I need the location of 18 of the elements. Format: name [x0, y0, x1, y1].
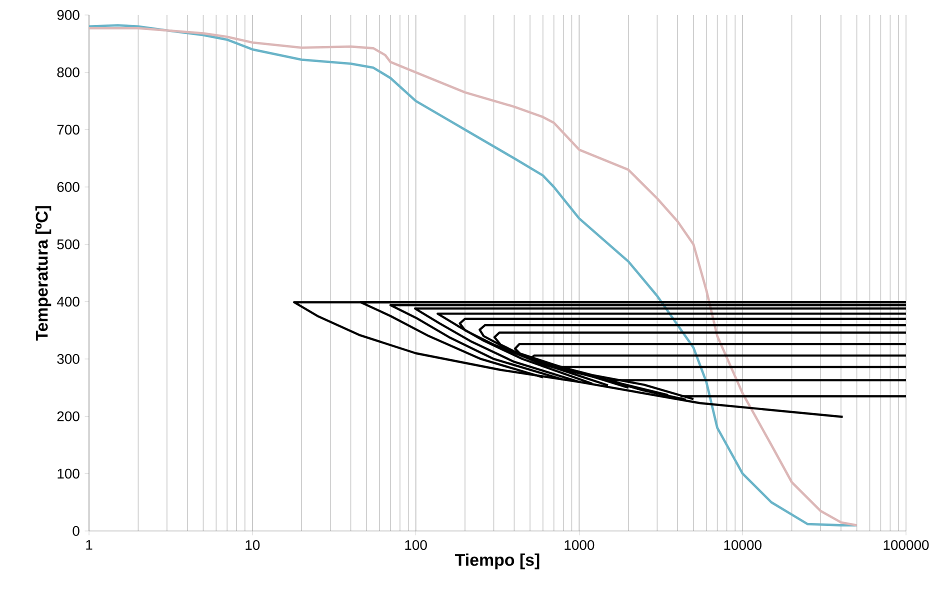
y-tick-label: 500 — [57, 239, 80, 250]
y-tick-label: 800 — [57, 67, 80, 78]
y-tick-label: 900 — [57, 10, 80, 20]
y-tick-label: 200 — [57, 411, 80, 422]
x-tick-label: 100 — [405, 540, 427, 550]
y-tick-label: 400 — [56, 296, 80, 307]
y-tick-label: 700 — [57, 124, 80, 135]
y-tick-label: 300 — [57, 354, 80, 364]
x-tick-label: 10 — [246, 540, 260, 550]
y-tick-label: 600 — [57, 182, 80, 192]
x-tick-label: 1000 — [564, 540, 594, 550]
y-tick-label: 100 — [58, 468, 80, 479]
y-axis-title: Temperatura [ºC] — [35, 206, 52, 341]
x-tick-label: 10000 — [724, 540, 762, 550]
x-axis-title: Tiempo [s] — [455, 553, 540, 570]
x-tick-label: 100000 — [884, 540, 929, 550]
x-tick-label: 1 — [86, 540, 92, 550]
y-tick-label: 0 — [72, 526, 80, 536]
